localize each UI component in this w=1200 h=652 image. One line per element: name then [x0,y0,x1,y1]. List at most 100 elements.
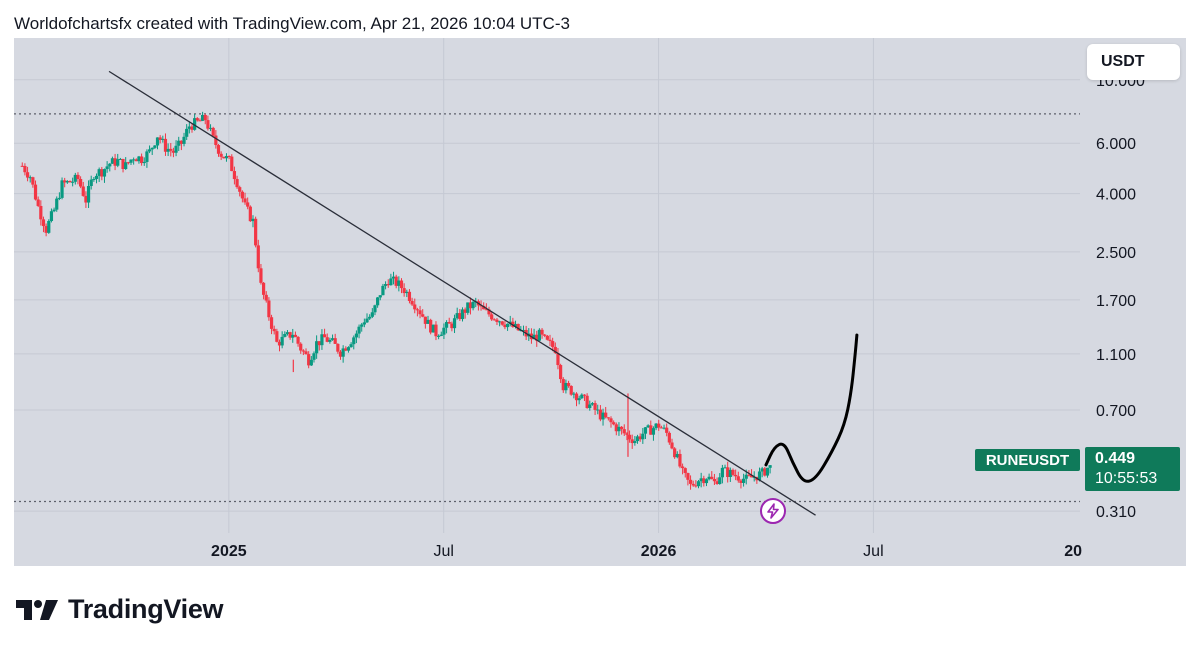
projection-drawing [764,333,859,483]
y-tick-label: 0.700 [1096,403,1136,420]
candle-body [264,294,268,301]
candle-body [288,332,292,338]
candle-body [89,179,93,187]
candle-body [360,324,364,327]
candle-body [760,468,764,472]
candle-body [309,359,313,366]
candle-body [47,221,51,233]
candle-body [267,300,271,318]
candle-body [333,338,337,344]
y-tick-label: 2.500 [1096,245,1136,262]
candle-body [391,276,396,279]
candle-body [378,295,382,298]
candle-body [702,478,706,484]
candle-body [362,322,366,325]
candle-body [744,474,748,479]
candle-body [505,323,510,328]
candle-body [293,334,298,337]
last-price-label: 0.449 10:55:53 [1085,447,1180,491]
candle-body [79,178,83,187]
candle-body [418,310,422,315]
candle-body [707,476,711,480]
candle-body [222,156,226,159]
trendline [108,70,816,516]
candle-body [81,186,85,196]
candle-body [338,351,343,357]
candle-body [741,478,746,483]
candle-body [688,479,693,484]
candle-body [635,436,640,442]
candle-body [211,127,215,136]
x-tick-label: Jul [863,543,883,560]
candle-body [28,177,32,179]
candle-body [596,409,600,411]
candle-body [651,428,656,435]
candle-body [84,195,88,203]
candle-body [102,169,107,177]
candle-body [320,334,324,346]
candle-body [715,481,719,484]
candle-body [280,336,284,346]
candle-body [317,341,321,346]
candle-body [675,453,679,458]
symbol-label: RUNEUSDT [975,449,1080,471]
candle-body [694,485,698,487]
candle-body [458,313,462,320]
tradingview-brand-text: TradingView [68,594,224,624]
candle-body [235,179,239,188]
candle-body [657,423,661,428]
candle-body [678,453,682,467]
candle-body [41,219,46,227]
candle-body [612,422,616,425]
candle-body [195,118,199,121]
candle-body [577,398,581,401]
candle-body [463,309,467,313]
candle-body [193,118,197,130]
candle-body [604,412,608,418]
candle-body [566,382,571,386]
candle-body [166,148,170,152]
candle-body [224,155,229,159]
candle-body [450,323,454,329]
candle-body [768,465,772,468]
candle-body [627,434,632,440]
candle-body [291,334,295,338]
candle-body [39,205,43,220]
candle-body [198,120,202,122]
chart-area[interactable]: 10.000 6.000 4.000 2.500 1.700 1.100 0.700 0.31… [14,38,1186,566]
candle-body [736,476,740,481]
candle-body [699,478,703,482]
candle-body [142,161,146,164]
candle-body [368,316,372,319]
candle-body [92,178,96,180]
candle-body [500,321,504,325]
price-chart[interactable]: 10.0006.0004.0002.5001.7001.1000.7000.31… [14,38,1186,566]
y-tick-label: 0.310 [1096,504,1136,521]
candle-body [113,158,117,166]
candle-body [238,187,242,192]
candle-body [240,191,244,199]
candle-body [574,393,579,401]
bolt-icon[interactable] [760,498,786,524]
candle-body [129,159,133,163]
candle-body [105,166,109,170]
candle-body [261,282,266,295]
candle-body [439,334,443,336]
candle-body [659,427,663,429]
candle-body [535,334,539,341]
currency-selector[interactable]: USDT [1087,44,1180,80]
candle-body [704,479,709,484]
candle-body [543,334,547,336]
candle-body [572,393,576,395]
candle-body [617,426,621,432]
candle-body [357,326,361,334]
candle-body [322,334,327,338]
candle-body [466,302,470,313]
candle-body [444,322,449,328]
candle-body [410,300,414,305]
candle-body [712,478,717,482]
candle-body [471,301,475,309]
candle-body [646,425,650,428]
candle-body [667,432,671,443]
candle-body [765,467,770,476]
